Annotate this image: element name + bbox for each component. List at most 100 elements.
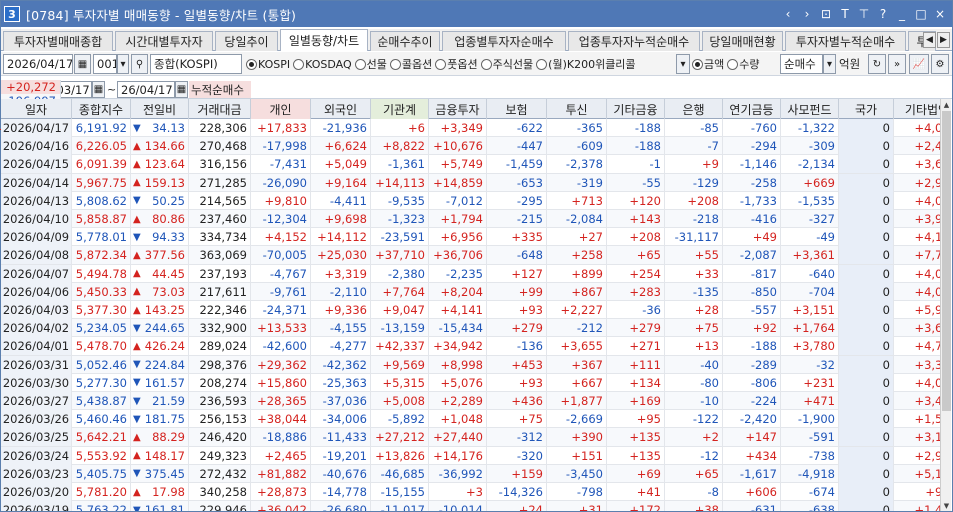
refresh-icon[interactable]: ↻ xyxy=(868,54,886,74)
market-radio-5[interactable]: 주식선물 xyxy=(480,56,533,72)
table-row[interactable]: 2026/03/24 5,553.92 ▲ 148.17 249,323 +2,465 -1… xyxy=(1,446,941,465)
type-select[interactable]: 순매수 xyxy=(780,54,823,74)
tab-6[interactable]: 업종투자자누적순매수 xyxy=(568,31,700,51)
tab-2[interactable]: 당일추이 xyxy=(215,31,278,51)
column-header[interactable]: 연기금등 xyxy=(723,99,781,119)
column-header[interactable]: 외국인 xyxy=(311,99,371,119)
market-radio-4[interactable]: 풋옵션 xyxy=(435,56,478,72)
next-window-icon[interactable]: › xyxy=(804,6,810,21)
market-radio-0[interactable]: KOSPI xyxy=(246,58,290,71)
table-row[interactable]: 2026/03/27 5,438.87 ▼ 21.59 236,593 +28,365 -3… xyxy=(1,392,941,411)
to-calendar-icon[interactable]: ▦ xyxy=(175,81,188,98)
table-row[interactable]: 2026/04/15 6,091.39 ▲ 123.64 316,156 -7,431 +5… xyxy=(1,155,941,174)
tab-scroll-left-icon[interactable]: ◀ xyxy=(923,32,936,48)
vertical-scrollbar[interactable]: ▲ ▼ xyxy=(940,99,951,511)
date-cell: 2026/04/10 xyxy=(1,210,72,228)
table-row[interactable]: 2026/03/31 5,052.46 ▼ 224.84 298,376 +29,362-… xyxy=(1,355,941,374)
investor-cell: -11,433 xyxy=(311,428,371,447)
tab-7[interactable]: 당일매매현황 xyxy=(702,31,783,51)
code-dropdown-icon[interactable]: ▾ xyxy=(117,54,129,74)
table-row[interactable]: 2026/04/08 5,872.34 ▲ 377.56 363,069 -70,005 +… xyxy=(1,246,941,265)
column-header[interactable]: 전일비 xyxy=(131,99,189,119)
close-icon[interactable]: × xyxy=(934,6,946,21)
column-header[interactable]: 금융투자 xyxy=(429,99,487,119)
table-row[interactable]: 2026/03/30 5,277.30 ▼ 161.57 208,274 +15,860-… xyxy=(1,373,941,392)
type-dropdown-icon[interactable]: ▾ xyxy=(823,54,836,74)
pin-icon[interactable]: ⊤ xyxy=(858,6,870,21)
product-dropdown-icon[interactable]: ▾ xyxy=(676,54,690,74)
table-row[interactable]: 2026/03/25 5,642.21 ▲ 88.29 246,420 -18,886 -1… xyxy=(1,428,941,447)
market-radio-3[interactable]: 콜옵션 xyxy=(389,56,432,72)
date-input[interactable]: 2026/04/17 xyxy=(3,54,73,74)
index-cell: 5,494.78 xyxy=(72,264,131,283)
amount-radio[interactable]: 금액 xyxy=(692,56,724,72)
table-row[interactable]: 2026/04/07 5,494.78 ▲ 44.45 237,193 -4,767 +3,… xyxy=(1,264,941,283)
change-cell: ▲ 148.17 xyxy=(131,446,189,465)
up-triangle-icon: ▲ xyxy=(133,249,141,261)
tab-4[interactable]: 순매수추이 xyxy=(370,31,440,51)
column-header[interactable]: 기타법인 xyxy=(894,99,941,119)
from-calendar-icon[interactable]: ▦ xyxy=(92,81,105,98)
maximize-icon[interactable]: □ xyxy=(915,6,927,21)
scroll-thumb[interactable] xyxy=(942,111,951,411)
column-header[interactable]: 은행 xyxy=(665,99,723,119)
code-input[interactable]: 001 xyxy=(93,54,117,74)
table-row[interactable]: 2026/03/19 5,763.22 ▼ 161.81 229,946 +36,042-… xyxy=(1,501,941,511)
table-row[interactable]: 2026/04/16 6,226.05 ▲ 134.66 270,468 -17,998 +… xyxy=(1,137,941,156)
column-header[interactable]: 종합지수 xyxy=(72,99,131,119)
scroll-down-icon[interactable]: ▼ xyxy=(943,501,950,510)
column-header[interactable]: 일자 xyxy=(1,99,72,119)
table-row[interactable]: 2026/04/03 5,377.30 ▲ 143.25 222,346 -24,371 +… xyxy=(1,301,941,320)
chart-icon[interactable]: 📈 xyxy=(909,54,929,74)
tab-3[interactable]: 일별동향/차트 xyxy=(280,29,368,51)
table-row[interactable]: 2026/04/09 5,778.01 ▼ 94.33 334,734 +4,152 +14… xyxy=(1,228,941,247)
scroll-up-icon[interactable]: ▲ xyxy=(943,100,950,109)
help-icon[interactable]: ? xyxy=(879,6,887,21)
column-header[interactable]: 투신 xyxy=(547,99,607,119)
investor-cell: +5,049 xyxy=(311,155,371,174)
tab-8[interactable]: 투자자별누적순매수 xyxy=(785,31,906,51)
investor-cell: +55 xyxy=(665,246,723,265)
table-row[interactable]: 2026/03/20 5,781.20 ▲ 17.98 340,258 +28,873 -1… xyxy=(1,483,941,502)
table-row[interactable]: 2026/04/01 5,478.70 ▲ 426.24 289,024 -42,600-… xyxy=(1,337,941,356)
prev-icon[interactable]: ‹ xyxy=(785,6,791,21)
investor-cell: +4,059 xyxy=(894,374,941,392)
text-icon[interactable]: T xyxy=(841,6,849,21)
market-radio-2[interactable]: 선물 xyxy=(354,56,387,72)
column-header[interactable]: 개인 xyxy=(251,99,311,119)
screen-icon[interactable]: ⊡ xyxy=(820,6,832,21)
change-cell: ▲ 377.56 xyxy=(131,246,189,265)
investor-cell: 0 xyxy=(839,446,894,465)
period-to-input[interactable]: 26/04/17 xyxy=(117,81,175,98)
table-row[interactable]: 2026/04/14 5,967.75 ▲ 159.13 271,285 -26,090 +… xyxy=(1,173,941,192)
table-row[interactable]: 2026/04/13 5,808.62 ▼ 50.25 214,565 +9,810 -4,… xyxy=(1,191,941,210)
table-row[interactable]: 2026/04/17 6,191.92 ▼ 34.13 228,306 +17,833 -2… xyxy=(1,119,941,138)
next-icon[interactable]: » xyxy=(888,54,906,74)
table-row[interactable]: 2026/03/26 5,460.46 ▼ 181.75 256,153 +38,044-… xyxy=(1,410,941,429)
column-header[interactable]: 기타금융 xyxy=(607,99,665,119)
investor-cell: +4,056 xyxy=(894,192,941,210)
column-header[interactable]: 국가 xyxy=(839,99,894,119)
investor-cell: +9,164 xyxy=(311,173,371,192)
gear-icon[interactable]: ⚙ xyxy=(931,54,949,74)
table-row[interactable]: 2026/04/06 5,450.33 ▲ 73.03 217,611 -9,761 -2,… xyxy=(1,282,941,301)
minimize-icon[interactable]: _ xyxy=(899,6,905,21)
market-radio-6[interactable]: (월)K200위클리콜 xyxy=(536,56,636,72)
market-radio-1[interactable]: KOSDAQ xyxy=(293,58,352,71)
table-row[interactable]: 2026/04/10 5,858.87 ▲ 80.86 237,460 -12,304 +9… xyxy=(1,210,941,229)
column-header[interactable]: 사모펀드 xyxy=(781,99,839,119)
column-header[interactable]: 보험 xyxy=(487,99,547,119)
calendar-icon[interactable]: ▦ xyxy=(74,54,91,74)
index-cell: 5,763.22 xyxy=(72,501,131,511)
tab-1[interactable]: 시간대별투자자 xyxy=(115,31,213,51)
tab-0[interactable]: 투자자별매매종합 xyxy=(3,31,113,51)
search-icon[interactable]: ⚲ xyxy=(131,54,148,74)
tab-scroll-right-icon[interactable]: ▶ xyxy=(937,32,950,48)
table-row[interactable]: 2026/03/23 5,405.75 ▼ 375.45 272,432 +81,882-… xyxy=(1,464,941,483)
table-row[interactable]: 2026/04/02 5,234.05 ▼ 244.65 332,900 +13,533-… xyxy=(1,319,941,338)
investor-cell: +27,212 xyxy=(371,428,429,447)
qty-radio[interactable]: 수량 xyxy=(727,56,760,72)
column-header[interactable]: 거래대금 xyxy=(189,99,251,119)
tab-5[interactable]: 업종별투자자순매수 xyxy=(442,31,566,51)
column-header[interactable]: 기관계 xyxy=(371,99,429,119)
